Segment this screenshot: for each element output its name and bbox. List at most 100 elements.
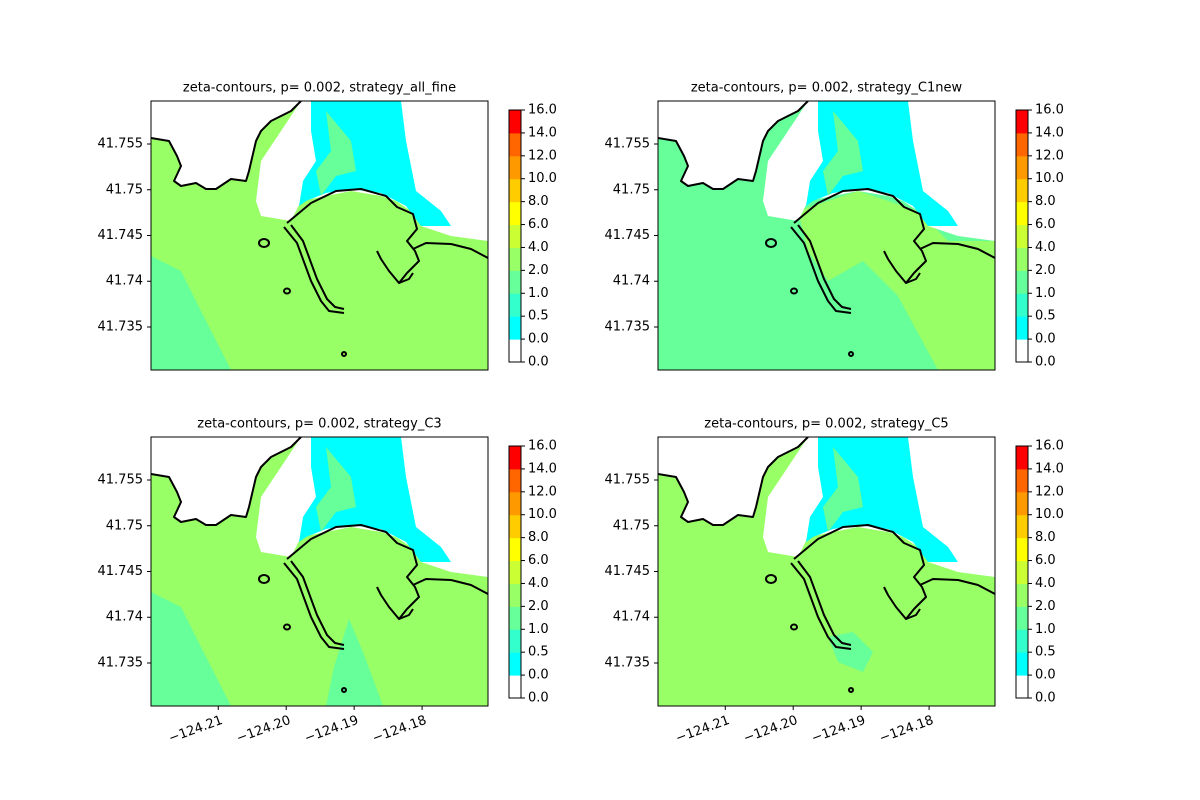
y-tick-label: 41.745	[98, 564, 144, 579]
y-tick-label: 41.75	[613, 182, 650, 197]
y-tick-label: 41.74	[106, 274, 143, 289]
colorbar-frame	[1015, 445, 1029, 699]
colorbar-band	[509, 652, 521, 676]
colorbar-frame	[508, 445, 522, 699]
colorbar-band	[509, 491, 521, 516]
coastline	[412, 578, 488, 595]
coastline	[290, 224, 345, 310]
colorbar-tick-label: 1.0	[528, 286, 549, 301]
coastline	[151, 101, 302, 190]
colorbar-tick-label: 0.0	[1035, 332, 1056, 347]
panel: zeta-contours, p= 0.002, strategy_C5 41.7…	[605, 417, 1064, 747]
colorbar-tick-label: 0.0	[528, 355, 549, 370]
coastline	[919, 578, 995, 595]
colorbar-band	[1016, 224, 1028, 248]
y-tick-label: 41.755	[98, 137, 144, 152]
map	[658, 101, 995, 370]
colorbar-band	[1016, 155, 1028, 180]
colorbar-band	[509, 339, 521, 363]
coastline	[398, 608, 414, 620]
contour-fill	[151, 256, 231, 370]
colorbar-band	[1016, 629, 1028, 653]
contour-fill	[823, 447, 863, 532]
colorbar-tick-label: 16.0	[528, 439, 557, 454]
colorbar-tick-label: 0.0	[528, 332, 549, 347]
contour-fill	[151, 592, 231, 706]
colorbar-band	[509, 110, 521, 134]
y-tick-label: 41.755	[605, 137, 651, 152]
colorbar-tick-label: 0.5	[528, 645, 549, 660]
map-inner	[151, 437, 488, 706]
colorbar-band	[509, 224, 521, 248]
colorbar-tick-label: 0.0	[528, 691, 549, 706]
colorbar-tick-label: 12.0	[1035, 148, 1064, 163]
colorbar-band	[1016, 491, 1028, 516]
colorbar-band	[509, 560, 521, 584]
coastline	[790, 226, 852, 314]
island	[790, 623, 798, 631]
colorbar-band	[1016, 606, 1028, 630]
y-tick-label: 41.74	[613, 610, 650, 625]
colorbar-band	[1016, 514, 1028, 539]
contour-fill	[151, 437, 301, 525]
colorbar-tick-label: 2.0	[528, 263, 549, 278]
colorbar-tick-label: 10.0	[528, 171, 557, 186]
map	[151, 437, 488, 706]
island	[283, 287, 291, 295]
coastline	[790, 562, 852, 650]
colorbar-tick-label: 12.0	[1035, 484, 1064, 499]
map	[151, 101, 488, 370]
island	[258, 238, 270, 248]
colorbar-tick-label: 10.0	[1035, 171, 1064, 186]
colorbar-band	[1016, 560, 1028, 584]
x-tick-label: −124.19	[810, 713, 868, 746]
colorbar-band	[509, 132, 521, 157]
y-tick-label: 41.735	[605, 319, 651, 334]
y-tick-label: 41.735	[98, 319, 144, 334]
coastline	[151, 437, 302, 526]
island	[848, 687, 854, 693]
island	[341, 351, 347, 357]
panel: zeta-contours, p= 0.002, strategy_all_fi…	[98, 81, 557, 371]
coastline	[919, 242, 995, 259]
colorbar-tick-label: 8.0	[1035, 194, 1056, 209]
island	[765, 238, 777, 248]
colorbar-tick-label: 8.0	[528, 194, 549, 209]
colorbar-band	[1016, 446, 1028, 470]
coastline	[793, 524, 927, 620]
colorbar-band	[509, 583, 521, 607]
coastline	[793, 188, 927, 284]
colorbar-tick-label: 1.0	[1035, 286, 1056, 301]
colorbar-band	[1016, 652, 1028, 676]
colorbar-tick-label: 8.0	[1035, 530, 1056, 545]
map-inner	[658, 101, 995, 370]
colorbar-band	[1016, 316, 1028, 340]
colorbar-band	[1016, 201, 1028, 226]
y-tick-label: 41.74	[106, 610, 143, 625]
island	[258, 574, 270, 584]
panel: zeta-contours, p= 0.002, strategy_C3 41.7…	[98, 417, 557, 747]
colorbar-band	[1016, 468, 1028, 493]
colorbar-band	[1016, 339, 1028, 363]
colorbar-tick-label: 0.5	[1035, 309, 1056, 324]
colorbar-band	[509, 629, 521, 653]
panel-title: zeta-contours, p= 0.002, strategy_all_fi…	[183, 81, 456, 96]
x-tick-label: −124.20	[235, 713, 293, 746]
coastline	[283, 226, 345, 314]
coastline	[658, 101, 809, 190]
x-tick-label: −124.20	[742, 713, 800, 746]
island	[341, 687, 347, 693]
colorbar-tick-label: 8.0	[528, 530, 549, 545]
map-inner	[658, 437, 995, 706]
y-tick-label: 41.745	[98, 228, 144, 243]
colorbar-tick-label: 0.0	[1035, 691, 1056, 706]
colorbar-band	[509, 446, 521, 470]
island	[848, 351, 854, 357]
contour-fill	[658, 101, 808, 189]
colorbar-band	[1016, 675, 1028, 699]
island	[765, 574, 777, 584]
coastline	[290, 560, 345, 646]
colorbar-band	[509, 468, 521, 493]
panel-title: zeta-contours, p= 0.002, strategy_C1new	[691, 81, 963, 96]
colorbar-tick-label: 6.0	[1035, 217, 1056, 232]
